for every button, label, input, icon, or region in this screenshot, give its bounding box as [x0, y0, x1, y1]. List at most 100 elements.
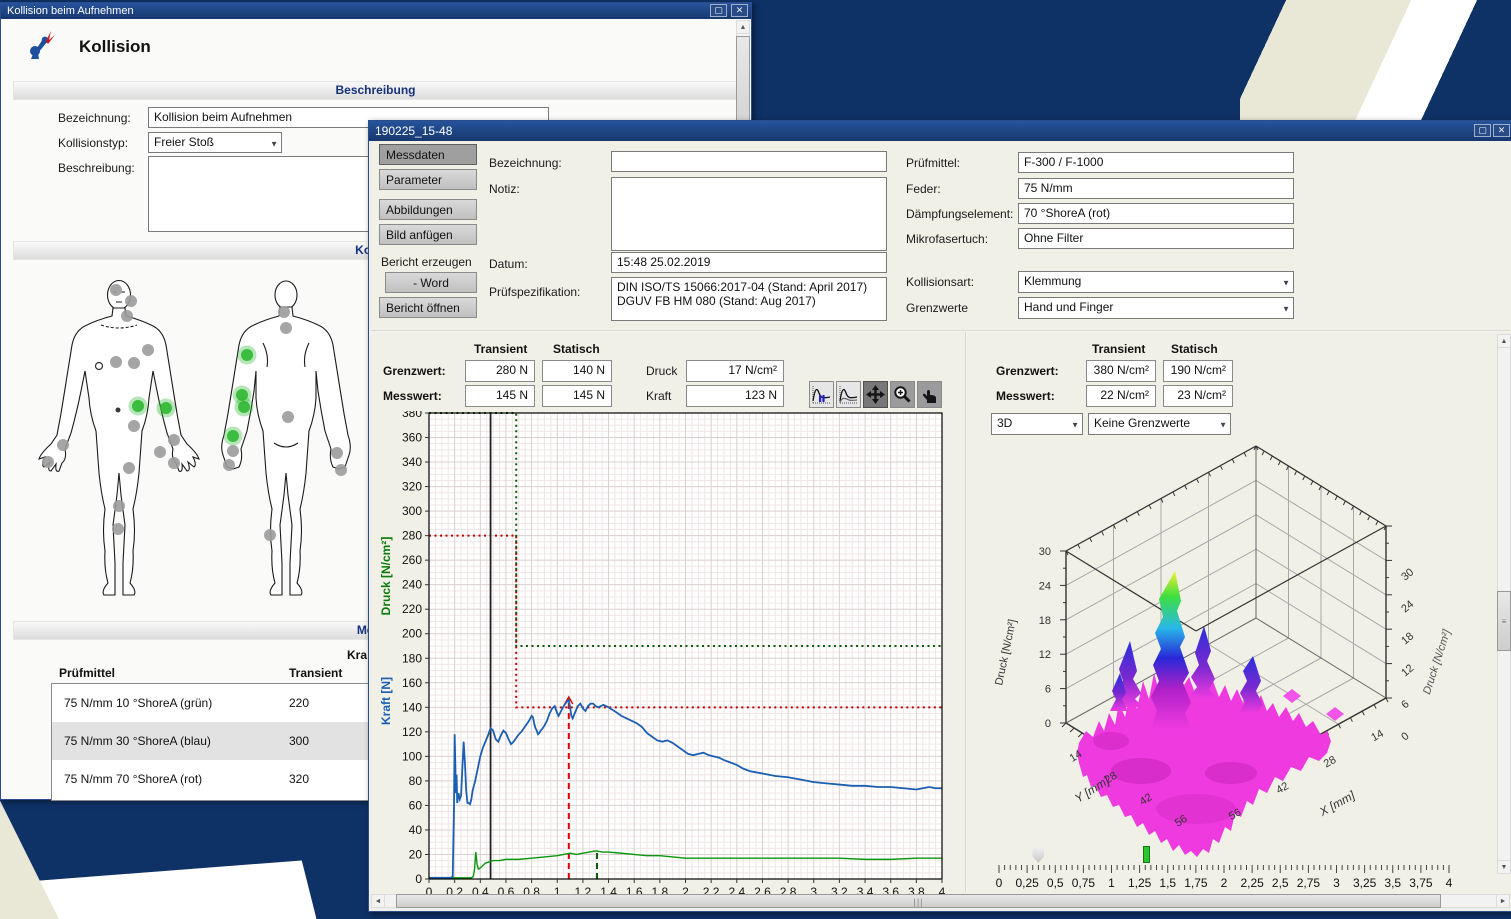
sidebar-button-abbildungen[interactable]: Abbildungen: [379, 199, 477, 220]
svg-text:18: 18: [1399, 630, 1416, 647]
time-slider[interactable]: 00,250,50,7511,251,51,7522,252,52,7533,2…: [991, 845, 1461, 893]
bezeichnung-label: Bezeichnung:: [58, 111, 131, 125]
row-pruefmittel: 75 N/mm 10 °ShoreA (grün): [52, 696, 289, 710]
svg-text:1,4: 1,4: [600, 885, 617, 894]
grenzwerte-value: Hand und Finger: [1024, 300, 1113, 314]
w2-kollisionsart-label: Kollisionsart:: [906, 275, 974, 289]
word-report-button[interactable]: - Word: [385, 272, 477, 293]
kollisionsart-dropdown[interactable]: Klemmung ▼: [1018, 271, 1294, 293]
scroll-up-arrow[interactable]: ▲: [736, 20, 750, 34]
kollisionsart-value: Klemmung: [1024, 274, 1081, 288]
w2-datum-label: Datum:: [489, 257, 528, 271]
row-transient: 320: [289, 772, 309, 786]
window2-close-button[interactable]: ✕: [1493, 124, 1510, 137]
grenz-mode-dropdown[interactable]: Keine Grenzwerte ▼: [1088, 413, 1231, 435]
pressure-3d-surface-chart[interactable]: 006612121818242430301428425656422814Y [m…: [991, 441, 1496, 859]
lp-statisch-header: Statisch: [553, 342, 600, 356]
horizontal-divider: [371, 330, 1510, 332]
svg-text:6: 6: [1399, 698, 1411, 711]
wallpaper-white-band: [0, 797, 368, 919]
svg-text:1,6: 1,6: [626, 885, 643, 894]
sidebar-button-bild-anfuegen[interactable]: Bild anfügen: [379, 224, 477, 245]
svg-text:260: 260: [402, 553, 422, 567]
svg-text:3,75: 3,75: [1409, 876, 1433, 890]
lp-druck-label: Druck: [646, 364, 677, 378]
svg-text:Druck [N/cm²]: Druck [N/cm²]: [379, 537, 393, 616]
grenzwerte-dropdown[interactable]: Hand und Finger ▼: [1018, 297, 1294, 319]
hand-tool-button[interactable]: [917, 381, 942, 408]
bericht-oeffnen-button[interactable]: Bericht öffnen: [379, 297, 477, 318]
w2-notiz-textarea[interactable]: [611, 177, 887, 251]
w2-bezeichnung-input[interactable]: [611, 151, 887, 172]
window1-close-button[interactable]: ✕: [731, 4, 748, 17]
w2-daempfung-input[interactable]: 70 °ShoreA (rot): [1018, 203, 1294, 224]
svg-text:360: 360: [402, 431, 422, 445]
svg-text:30: 30: [1039, 546, 1051, 558]
rp-grenzwert-transient: 380 N/cm²: [1086, 360, 1156, 382]
svg-text:2,25: 2,25: [1240, 876, 1264, 890]
w2-feder-input[interactable]: 75 N/mm: [1018, 178, 1294, 199]
window2-titlebar[interactable]: 190225_15-48 ▢ ✕: [369, 121, 1511, 141]
svg-text:1,8: 1,8: [652, 885, 669, 894]
chevron-down-icon: ▼: [1071, 420, 1079, 429]
window1-title: Kollision beim Aufnehmen: [7, 5, 134, 17]
svg-text:0: 0: [415, 872, 422, 886]
svg-text:0,8: 0,8: [523, 885, 540, 894]
svg-text:280: 280: [402, 529, 422, 543]
window2-maximize-button[interactable]: ▢: [1474, 124, 1491, 137]
scroll-down-arrow[interactable]: ▼: [1497, 860, 1511, 874]
w2-mikro-input[interactable]: Ohne Filter: [1018, 228, 1294, 249]
lp-transient-header: Transient: [474, 342, 527, 356]
body-contact-diagram[interactable]: [1, 258, 371, 608]
pruefspez-line1: DIN ISO/TS 15066:2017-04 (Stand: April 2…: [617, 280, 881, 294]
scroll-grip-icon: |||: [913, 897, 923, 907]
zoom-tool-button[interactable]: [890, 381, 915, 408]
row-transient: 220: [289, 696, 309, 710]
svg-text:4: 4: [939, 885, 946, 894]
dual-curve-icon: [838, 384, 859, 405]
hand-icon: [919, 384, 940, 405]
svg-text:2,6: 2,6: [754, 885, 771, 894]
wallpaper-bottom-left: [0, 797, 368, 919]
dual-curve-tool-button[interactable]: [836, 381, 861, 408]
kollisionstyp-dropdown[interactable]: Freier Stoß ▼: [148, 132, 282, 153]
svg-text:0,75: 0,75: [1072, 876, 1096, 890]
lp-messwert-label: Messwert:: [383, 389, 442, 403]
svg-text:0: 0: [1399, 730, 1411, 743]
lp-grenzwert-label: Grenzwert:: [383, 364, 446, 378]
w2-pruefspez-box[interactable]: DIN ISO/TS 15066:2017-04 (Stand: April 2…: [611, 277, 887, 321]
force-pressure-line-chart[interactable]: 00,20,40,60,811,21,41,61,822,22,42,62,83…: [376, 411, 959, 894]
svg-text:0: 0: [426, 885, 433, 894]
w2-pruefmittel-label: Prüfmittel:: [906, 156, 960, 170]
sidebar-button-messdaten[interactable]: Messdaten: [379, 144, 477, 165]
svg-text:1: 1: [554, 885, 561, 894]
window1-titlebar[interactable]: Kollision beim Aufnehmen ▢ ✕: [1, 3, 751, 19]
view-mode-dropdown[interactable]: 3D ▼: [991, 413, 1083, 435]
curve-pause-tool-button[interactable]: [809, 381, 834, 408]
window2-vscroll-thumb[interactable]: ≡: [1497, 591, 1511, 651]
svg-text:2: 2: [682, 885, 689, 894]
svg-text:2,75: 2,75: [1297, 876, 1321, 890]
w2-pruefmittel-input[interactable]: F-300 / F-1000: [1018, 152, 1294, 173]
svg-text:24: 24: [1399, 598, 1416, 615]
scroll-left-arrow[interactable]: ◄: [371, 894, 385, 908]
svg-text:2: 2: [1221, 876, 1228, 890]
svg-text:240: 240: [402, 578, 422, 592]
time-slider-scale: 00,250,50,7511,251,51,7522,252,52,7533,2…: [991, 845, 1461, 893]
window1-heading: Kollision: [79, 37, 151, 57]
window1-maximize-button[interactable]: ▢: [710, 4, 727, 17]
zoom-icon: [892, 384, 913, 405]
pan-tool-button[interactable]: [863, 381, 888, 408]
svg-text:80: 80: [409, 774, 423, 788]
svg-text:14: 14: [1369, 728, 1386, 744]
window2-hscroll-thumb[interactable]: |||: [396, 894, 1441, 908]
svg-text:20: 20: [409, 847, 423, 861]
slider-handle-green[interactable]: [1143, 846, 1150, 863]
sidebar-button-parameter[interactable]: Parameter: [379, 169, 477, 190]
lp-grenzwert-transient: 280 N: [465, 360, 535, 382]
scroll-up-arrow[interactable]: ▲: [1497, 334, 1511, 348]
scroll-right-arrow[interactable]: ►: [1496, 894, 1510, 908]
svg-text:3,25: 3,25: [1353, 876, 1377, 890]
w2-datum-input[interactable]: 15:48 25.02.2019: [611, 252, 887, 273]
svg-text:140: 140: [402, 700, 422, 714]
